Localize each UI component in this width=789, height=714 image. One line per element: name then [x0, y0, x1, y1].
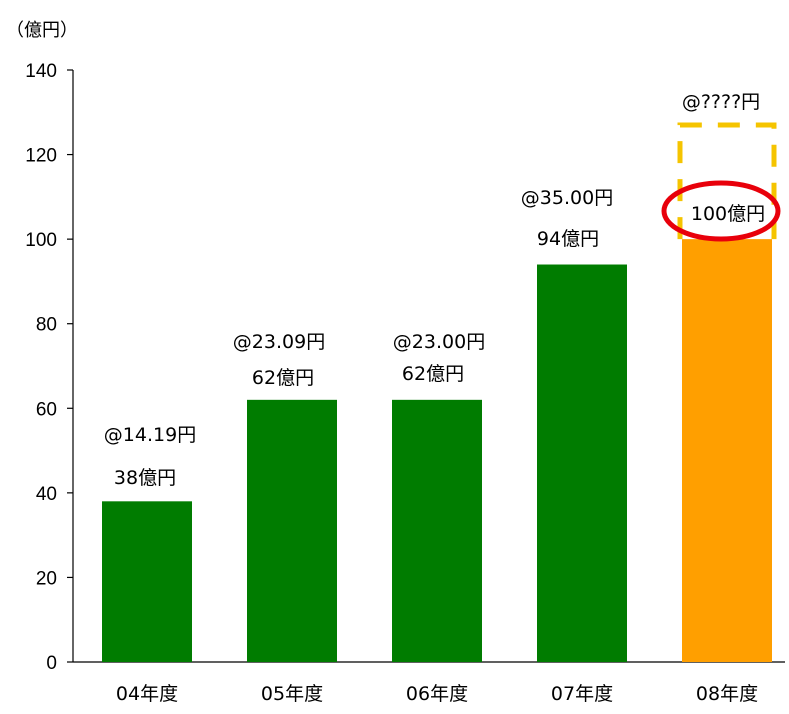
- bar: [247, 399, 337, 662]
- value-label: 38億円: [114, 467, 176, 489]
- x-category-label: 04年度: [116, 683, 178, 705]
- x-category-label: 08年度: [696, 683, 758, 705]
- bar: [392, 399, 482, 662]
- value-label: 94億円: [537, 228, 599, 250]
- x-category-label: 05年度: [261, 683, 323, 705]
- highlight-circle: [661, 180, 781, 242]
- x-category-label: 07年度: [551, 683, 613, 705]
- value-label: 62億円: [402, 363, 464, 385]
- projected-dashed-box: [677, 122, 777, 240]
- price-label: @35.00円: [521, 187, 613, 209]
- y-tick-label: 60: [36, 399, 57, 420]
- y-tick-label: 140: [25, 61, 57, 82]
- price-label: @23.09円: [233, 331, 325, 353]
- y-tick-label: 100: [25, 230, 57, 251]
- y-tick-label: 0: [46, 653, 57, 674]
- y-tick-label: 20: [36, 568, 57, 589]
- value-label: 100億円: [691, 203, 765, 225]
- price-label: @????円: [682, 91, 760, 113]
- bar: [537, 264, 627, 662]
- y-tick-label: 120: [25, 146, 57, 167]
- y-tick-label: 80: [36, 315, 57, 336]
- value-label: 62億円: [252, 367, 314, 389]
- bar: [102, 501, 192, 662]
- price-label: @23.00円: [393, 331, 485, 353]
- x-category-label: 06年度: [406, 683, 468, 705]
- y-axis-unit-label: （億円）: [6, 20, 78, 41]
- bar-highlight: [682, 239, 772, 662]
- price-label: @14.19円: [104, 424, 196, 446]
- y-tick-label: 40: [36, 484, 57, 505]
